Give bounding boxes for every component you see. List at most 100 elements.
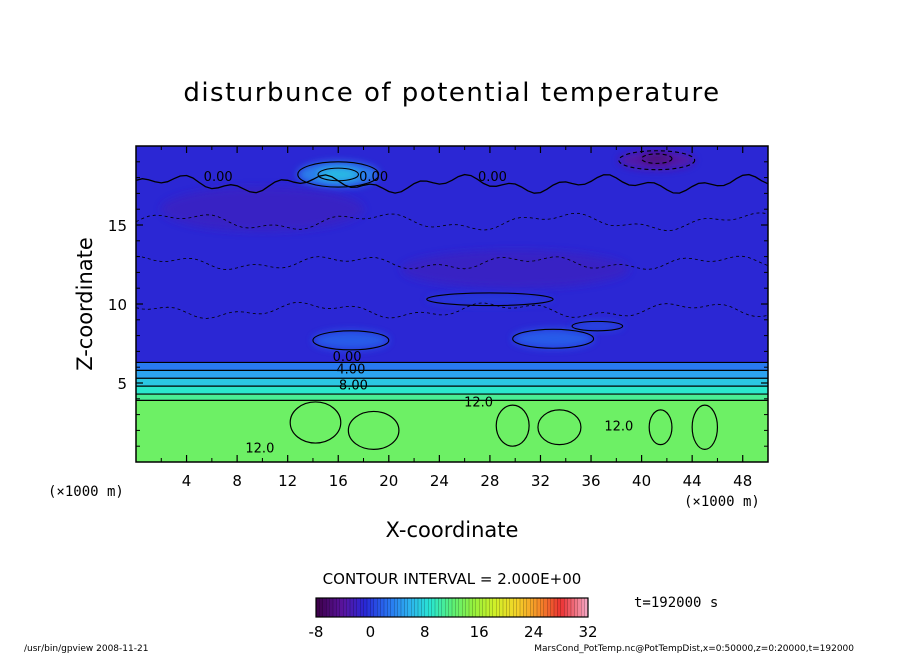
contour-line-dashed: [136, 255, 768, 270]
heatmap-patch: [312, 330, 389, 350]
colorbar-cell: [543, 598, 548, 617]
colorbar-cell: [560, 598, 565, 617]
colorbar-cell: [479, 598, 483, 617]
colorbar-cell: [523, 598, 528, 617]
colorbar-cell: [336, 598, 341, 617]
colorbar-cell: [584, 598, 589, 617]
x-tick-label: 8: [232, 472, 242, 490]
contour-line: [136, 173, 768, 194]
contour-loop: [317, 167, 360, 182]
contour-loop: [495, 404, 530, 447]
colorbar-cell: [533, 598, 538, 617]
contour-label: 0.00: [359, 170, 388, 185]
colorbar-frame: [315, 597, 589, 618]
x-tick-label: 44: [683, 472, 702, 490]
colorbar-cell: [526, 598, 531, 617]
x-tick-label: 28: [480, 472, 499, 490]
colorbar-cell: [469, 598, 473, 617]
colorbar-cell: [581, 598, 585, 617]
x-axis-unit-left: (×1000 m): [48, 484, 124, 500]
colorbar-cell: [550, 598, 555, 617]
footer-program: /usr/bin/gpview 2008-11-21: [24, 644, 148, 654]
heatmap-band: [136, 394, 768, 401]
contour-loop: [571, 320, 624, 332]
colorbar-ticks: -8 0 8 16 24 32: [309, 623, 598, 641]
x-tick-label: 32: [531, 472, 550, 490]
colorbar-cell: [329, 598, 334, 617]
colorbar-cell: [445, 598, 449, 617]
colorbar-cell: [411, 598, 415, 617]
colorbar-cell: [567, 598, 572, 617]
contour-loop: [648, 409, 673, 446]
colorbar-cell: [387, 598, 392, 617]
x-tick-label: 4: [182, 472, 192, 490]
colorbar-cell: [319, 598, 324, 617]
footer-source: MarsCond_PotTemp.nc@PotTempDist,x=0:5000…: [534, 644, 854, 654]
colorbar-cell: [431, 598, 436, 617]
colorbar-cell: [370, 598, 375, 617]
colorbar-cell: [547, 598, 551, 617]
colorbar-cell: [407, 598, 412, 617]
colorbar-tick-label: 32: [578, 623, 597, 641]
contour-label: 12.0: [245, 442, 274, 457]
colorbar-cell: [574, 598, 579, 617]
time-label: t=192000 s: [634, 595, 718, 611]
x-axis-label: X-coordinate: [386, 518, 519, 542]
y-tick-label: 5: [117, 375, 127, 393]
colorbar-cell: [373, 598, 378, 617]
colorbar-cell: [462, 598, 466, 617]
colorbar-cell: [339, 598, 344, 617]
contour-label: 12.0: [604, 419, 633, 434]
contour-loop: [537, 409, 582, 446]
contour-loop: [641, 153, 673, 164]
contour-loop: [347, 410, 400, 450]
colorbar-cell: [343, 598, 347, 617]
colorbar-cell: [397, 598, 402, 617]
colorbar-cell: [384, 598, 388, 617]
colorbar-cell: [438, 598, 443, 617]
colorbar-cell: [356, 598, 361, 617]
contour-interval-label: CONTOUR INTERVAL = 2.000E+00: [323, 570, 582, 588]
colorbar-cell: [377, 598, 381, 617]
colorbar-cell: [516, 598, 521, 617]
x-tick-label: 16: [329, 472, 348, 490]
colorbar-cell: [322, 598, 327, 617]
colorbar-cell: [414, 598, 419, 617]
contour-label: 12.0: [464, 396, 493, 411]
colorbar-cell: [492, 598, 497, 617]
colorbar-cell: [564, 598, 568, 617]
colorbar-cell: [465, 598, 470, 617]
colorbar-cell: [455, 598, 460, 617]
y-axis-label: Z-coordinate: [73, 237, 97, 371]
colorbar-cell: [346, 598, 351, 617]
colorbar-cell: [475, 598, 480, 617]
colorbar-cell: [390, 598, 395, 617]
colorbar-cell: [503, 598, 507, 617]
colorbar-cell: [571, 598, 575, 617]
colorbar-cell: [367, 598, 371, 617]
heatmap-patch: [161, 187, 364, 232]
colorbar-cell: [472, 598, 477, 617]
colorbar-cell: [496, 598, 500, 617]
heatmap-patch: [641, 153, 672, 164]
contour-line-dashed: [136, 301, 768, 319]
colorbar-cell: [520, 598, 524, 617]
colorbar-cell: [557, 598, 562, 617]
colorbar-cell: [360, 598, 364, 617]
colorbar: [315, 597, 589, 618]
heatmap-patch: [426, 292, 554, 306]
colorbar-cell: [530, 598, 534, 617]
colorbar-cell: [394, 598, 398, 617]
heatmap-band: [136, 378, 768, 387]
colorbar-cell: [404, 598, 409, 617]
colorbar-cell: [458, 598, 463, 617]
colorbar-tick-label: 24: [524, 623, 543, 641]
colorbar-cell: [421, 598, 426, 617]
chart-title: disturbunce of potential temperature: [183, 78, 720, 108]
heatmap-patch: [401, 250, 629, 289]
contour-line-dashed: [136, 212, 768, 232]
y-tick-label: 15: [108, 217, 127, 235]
